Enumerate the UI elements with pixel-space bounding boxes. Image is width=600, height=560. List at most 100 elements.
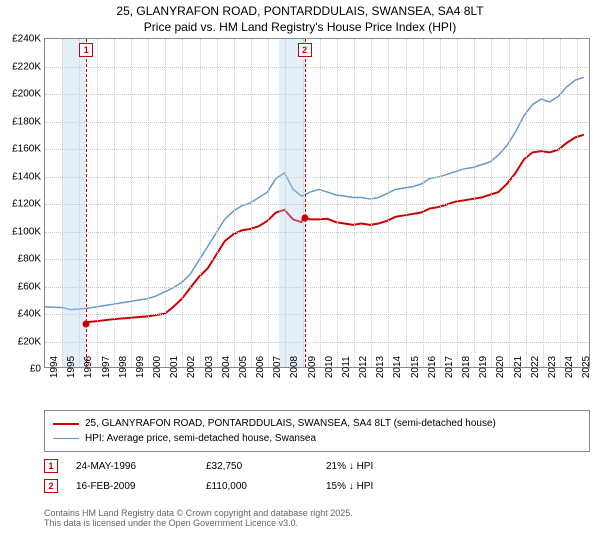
x-axis-label: 2002 (182, 356, 197, 378)
gridline-horizontal (45, 94, 589, 95)
legend-item: 25, GLANYRAFON ROAD, PONTARDDULAIS, SWAN… (53, 416, 581, 431)
sale-marker-line (305, 39, 306, 367)
gridline-vertical (182, 39, 183, 367)
gridline-vertical (148, 39, 149, 367)
y-axis-label: £140K (12, 171, 45, 182)
gridline-vertical (251, 39, 252, 367)
gridline-vertical (560, 39, 561, 367)
gridline-vertical (303, 39, 304, 367)
x-axis-label: 2007 (268, 356, 283, 378)
x-axis-label: 2004 (217, 356, 232, 378)
x-axis-label: 2021 (509, 356, 524, 378)
sale-row: 124-MAY-1996£32,75021% ↓ HPI (44, 456, 446, 476)
gridline-vertical (217, 39, 218, 367)
x-axis-label: 2024 (560, 356, 575, 378)
x-axis-label: 1995 (62, 356, 77, 378)
y-axis-label: £80K (18, 254, 45, 265)
x-axis-label: 2015 (406, 356, 421, 378)
attribution-line-2: This data is licensed under the Open Gov… (44, 518, 353, 528)
sale-date: 24-MAY-1996 (76, 461, 206, 472)
gridline-vertical (440, 39, 441, 367)
gridline-horizontal (45, 314, 589, 315)
x-axis-label: 1997 (97, 356, 112, 378)
x-axis-label: 2012 (354, 356, 369, 378)
gridline-horizontal (45, 259, 589, 260)
gridline-vertical (509, 39, 510, 367)
recession-shade (62, 39, 86, 367)
gridline-vertical (354, 39, 355, 367)
x-axis-label: 2013 (371, 356, 386, 378)
gridline-vertical (268, 39, 269, 367)
y-axis-label: £200K (12, 89, 45, 100)
gridline-vertical (131, 39, 132, 367)
sale-row: 2 16-FEB-2009£110,00015% ↓ HPI (44, 476, 446, 496)
gridline-vertical (457, 39, 458, 367)
x-axis-label: 2003 (200, 356, 215, 378)
gridline-vertical (577, 39, 578, 367)
series-hpi (45, 77, 584, 309)
gridline-vertical (337, 39, 338, 367)
chart-title: 25, GLANYRAFON ROAD, PONTARDDULAIS, SWAN… (0, 0, 600, 35)
gridline-horizontal (45, 232, 589, 233)
gridline-horizontal (45, 177, 589, 178)
gridline-vertical (423, 39, 424, 367)
x-axis-label: 2000 (148, 356, 163, 378)
sale-point (301, 214, 308, 221)
sale-date: 16-FEB-2009 (76, 481, 206, 492)
y-axis-label: £0 (30, 364, 45, 375)
y-axis-label: £100K (12, 226, 45, 237)
x-axis-label: 2025 (577, 356, 592, 378)
sale-index-box: 2 (44, 479, 58, 493)
x-axis-label: 2008 (285, 356, 300, 378)
x-axis-label: 2020 (491, 356, 506, 378)
sale-index-box: 1 (44, 459, 58, 473)
gridline-horizontal (45, 122, 589, 123)
attribution: Contains HM Land Registry data © Crown c… (44, 508, 353, 528)
y-axis-label: £40K (18, 309, 45, 320)
sale-marker-box: 1 (79, 43, 93, 57)
legend: 25, GLANYRAFON ROAD, PONTARDDULAIS, SWAN… (44, 410, 590, 452)
sales-table: 124-MAY-1996£32,75021% ↓ HPI216-FEB-2009… (44, 456, 446, 496)
chart-container: 25, GLANYRAFON ROAD, PONTARDDULAIS, SWAN… (0, 0, 600, 560)
gridline-vertical (114, 39, 115, 367)
chart-lines (45, 39, 589, 367)
x-axis-label: 2017 (440, 356, 455, 378)
y-axis-label: £240K (12, 34, 45, 45)
gridline-vertical (474, 39, 475, 367)
x-axis-label: 2018 (457, 356, 472, 378)
y-axis-label: £20K (18, 336, 45, 347)
recession-shade (279, 39, 305, 367)
gridline-vertical (491, 39, 492, 367)
sale-price: £110,000 (206, 481, 326, 492)
x-axis-label: 2001 (165, 356, 180, 378)
x-axis-label: 2005 (234, 356, 249, 378)
y-axis-label: £180K (12, 116, 45, 127)
x-axis-label: 1999 (131, 356, 146, 378)
gridline-horizontal (45, 204, 589, 205)
y-axis-label: £120K (12, 199, 45, 210)
gridline-vertical (543, 39, 544, 367)
x-axis-label: 2011 (337, 356, 352, 378)
gridline-vertical (285, 39, 286, 367)
legend-label: HPI: Average price, semi-detached house,… (85, 431, 316, 446)
gridline-vertical (526, 39, 527, 367)
title-line-2: Price paid vs. HM Land Registry's House … (0, 20, 600, 36)
y-axis-label: £60K (18, 281, 45, 292)
gridline-vertical (388, 39, 389, 367)
gridline-vertical (165, 39, 166, 367)
gridline-vertical (79, 39, 80, 367)
x-axis-label: 2014 (388, 356, 403, 378)
legend-label: 25, GLANYRAFON ROAD, PONTARDDULAIS, SWAN… (85, 416, 496, 431)
sale-hpi-diff: 21% ↓ HPI (326, 461, 446, 472)
legend-swatch (53, 438, 79, 439)
x-axis-label: 2006 (251, 356, 266, 378)
x-axis-label: 2010 (320, 356, 335, 378)
sale-hpi-diff: 15% ↓ HPI (326, 481, 446, 492)
gridline-vertical (97, 39, 98, 367)
x-axis-label: 2019 (474, 356, 489, 378)
y-axis-label: £220K (12, 61, 45, 72)
x-axis-label: 2023 (543, 356, 558, 378)
gridline-horizontal (45, 287, 589, 288)
legend-item: HPI: Average price, semi-detached house,… (53, 431, 581, 446)
title-line-1: 25, GLANYRAFON ROAD, PONTARDDULAIS, SWAN… (0, 4, 600, 20)
